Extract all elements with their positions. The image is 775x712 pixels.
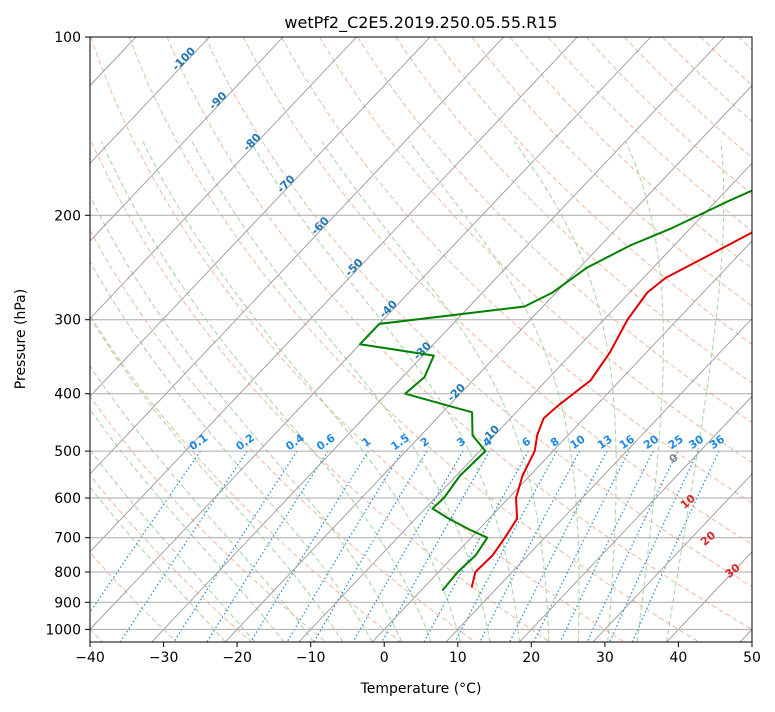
x-tick-label: 10 [449,650,467,666]
y-tick-label: 800 [54,565,81,581]
y-tick-label: 900 [54,595,81,611]
y-tick-label: 600 [54,491,81,507]
x-tick-label: −40 [75,650,105,666]
y-tick-label: 200 [54,208,81,224]
x-tick-label: 40 [669,650,687,666]
y-tick-label: 100 [54,30,81,46]
y-tick-label: 300 [54,313,81,329]
x-axis-label: Temperature (°C) [360,681,482,697]
y-tick-label: 700 [54,531,81,547]
y-axis-label: Pressure (hPa) [13,289,29,389]
chart-title: wetPf2_C2E5.2019.250.05.55.R15 [284,13,557,33]
y-tick-label: 400 [54,387,81,403]
x-tick-label: 0 [380,650,389,666]
x-tick-label: 30 [596,650,614,666]
x-tick-label: 50 [743,650,761,666]
x-tick-label: 20 [522,650,540,666]
x-tick-label: −20 [222,650,252,666]
x-tick-label: −30 [149,650,179,666]
y-tick-label: 500 [54,444,81,460]
y-tick-label: 1000 [45,622,81,638]
x-tick-label: −10 [296,650,326,666]
